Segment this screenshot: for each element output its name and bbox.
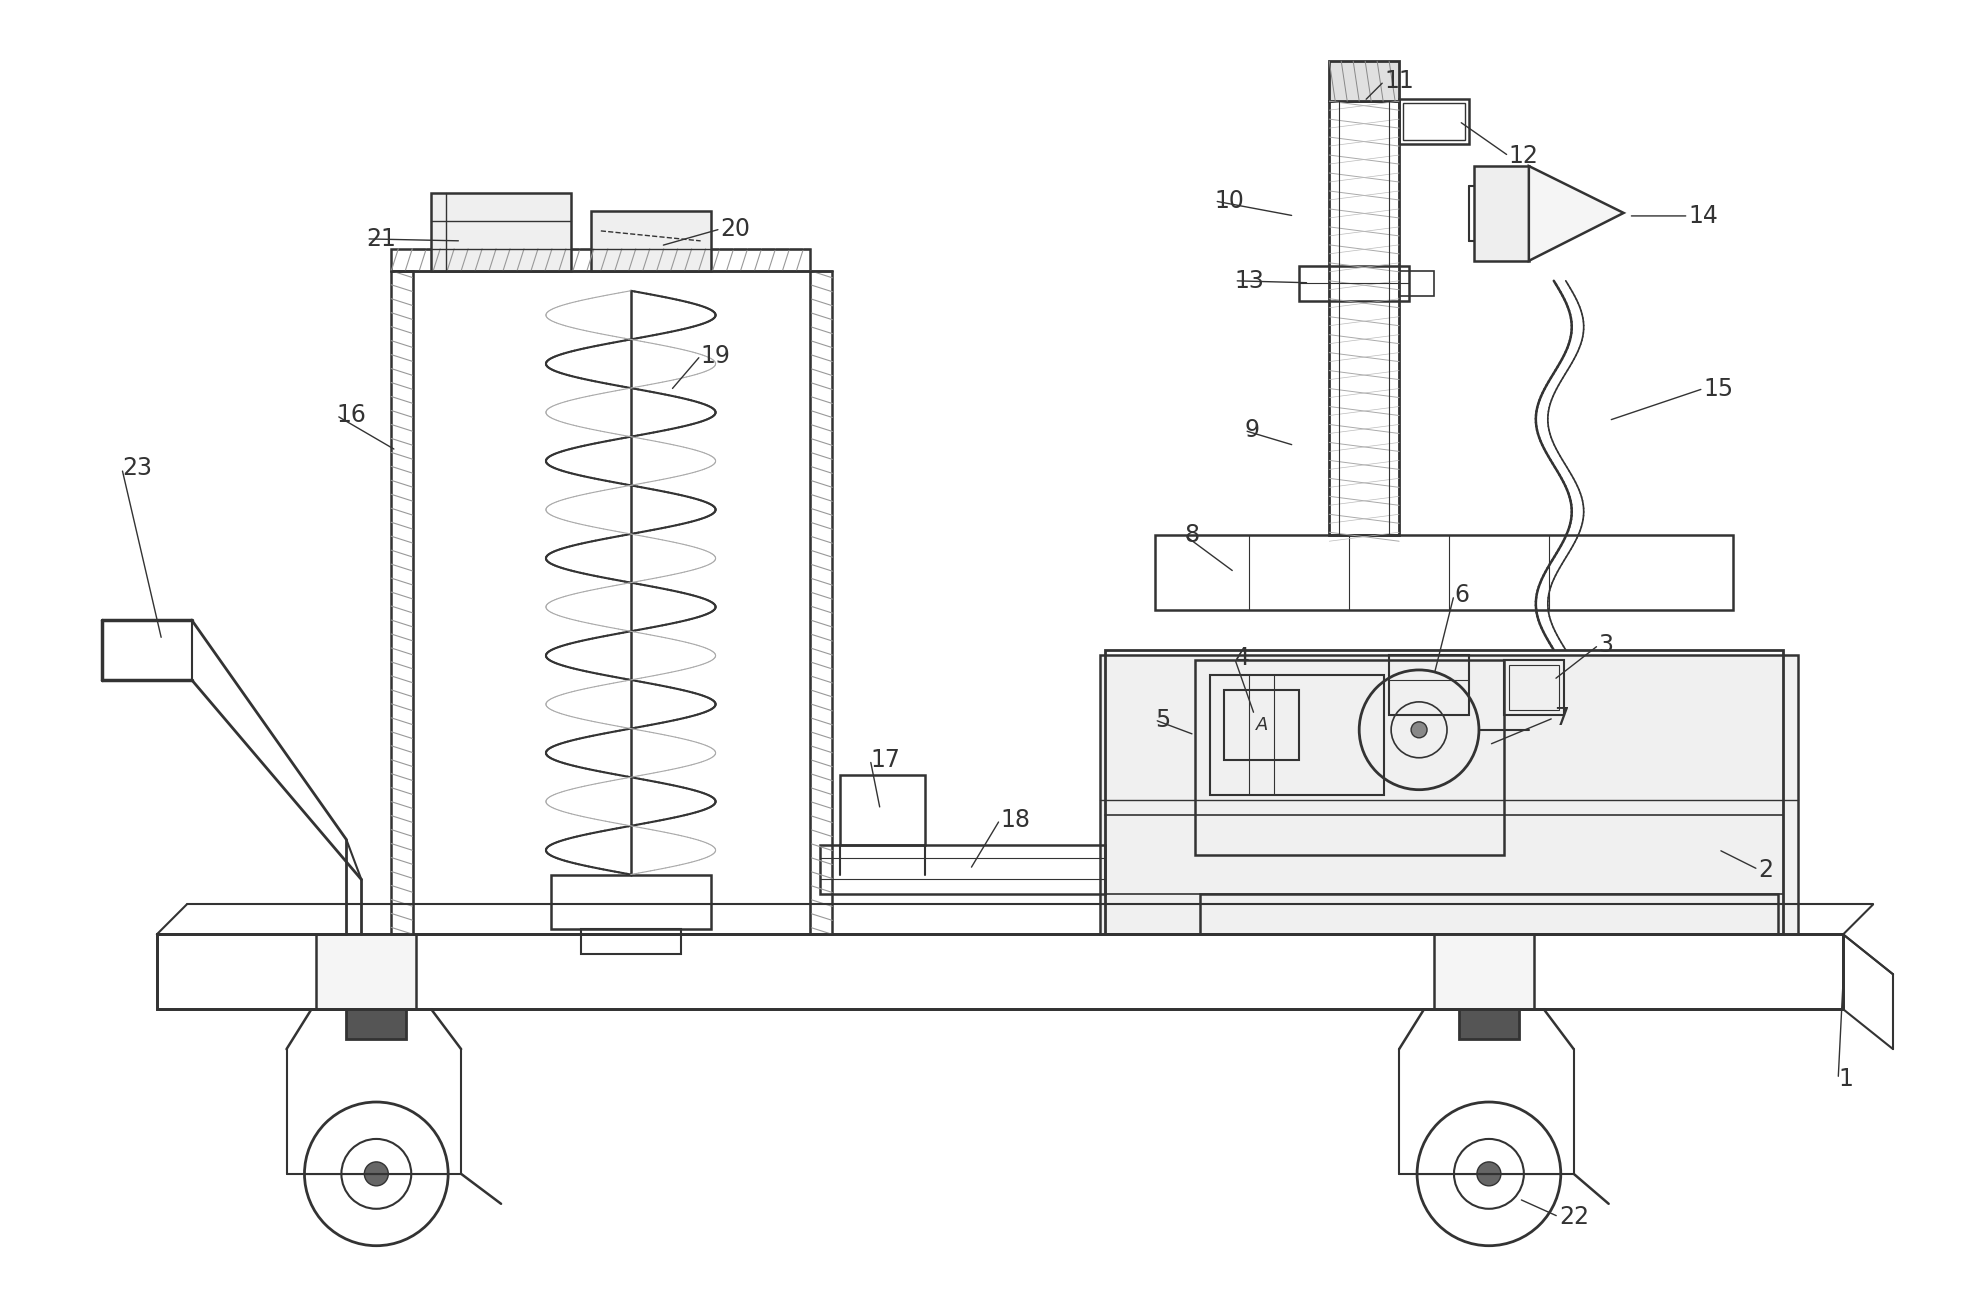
Text: 8: 8 [1185,523,1199,548]
Text: 7: 7 [1554,705,1569,730]
Circle shape [364,1162,388,1186]
Text: 3: 3 [1599,633,1613,658]
Bar [1104,650,1783,934]
Bar [1459,1009,1518,1039]
Bar [1474,167,1530,261]
Text: 21: 21 [366,227,396,251]
Bar [156,934,1842,1009]
Text: 18: 18 [999,808,1029,832]
Text: 4: 4 [1235,646,1249,671]
Bar [809,271,833,934]
Bar [1435,934,1534,1009]
Bar [317,934,416,1009]
Bar [592,211,710,271]
Text: 15: 15 [1704,376,1734,401]
Text: 14: 14 [1688,204,1718,227]
Text: 13: 13 [1235,269,1265,293]
Bar [1225,690,1300,760]
Text: 9: 9 [1245,419,1259,442]
Bar [1399,271,1435,296]
Bar [841,775,924,845]
Bar [1300,266,1409,301]
Bar [1508,665,1559,709]
Bar [1209,674,1383,795]
Bar [1199,894,1779,934]
Bar [1330,61,1399,101]
Bar [821,845,1104,894]
Text: 2: 2 [1759,858,1773,881]
Bar [1330,101,1399,535]
Text: 22: 22 [1559,1204,1589,1229]
Text: 1: 1 [1838,1067,1852,1090]
Bar [346,1009,406,1039]
Text: 10: 10 [1215,189,1245,213]
Bar [392,271,414,934]
Bar [1195,660,1504,854]
Bar [392,249,809,271]
Bar [582,929,681,955]
Polygon shape [1530,167,1623,261]
Text: 12: 12 [1508,143,1540,168]
Text: 20: 20 [720,217,750,240]
Text: 17: 17 [871,748,900,771]
Bar [1504,660,1563,714]
Bar [156,934,1842,1009]
Text: A: A [1257,716,1269,734]
Bar [1154,535,1734,610]
Text: 5: 5 [1154,708,1170,731]
Bar [1389,655,1468,714]
Circle shape [1476,1162,1500,1186]
Bar [1100,655,1799,934]
Text: 6: 6 [1455,583,1468,607]
Text: 23: 23 [123,456,152,481]
Text: 19: 19 [701,344,730,368]
Text: 16: 16 [336,403,366,428]
Circle shape [1411,722,1427,738]
Bar [431,193,570,271]
Text: 11: 11 [1383,70,1413,93]
Bar [550,875,710,929]
Bar [1399,99,1468,145]
Bar [1403,103,1464,140]
